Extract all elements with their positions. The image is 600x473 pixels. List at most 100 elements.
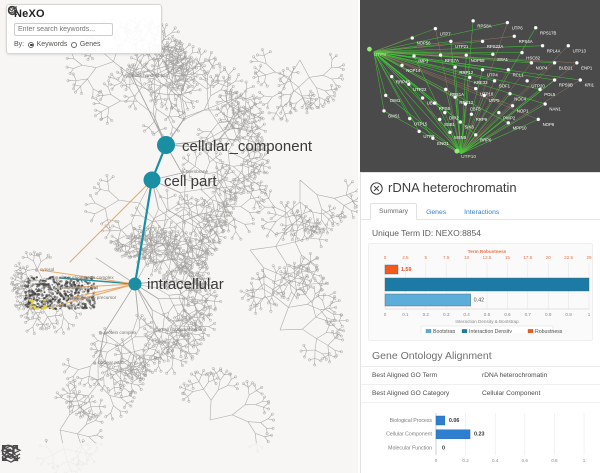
collapse-icon[interactable] — [3, 448, 123, 468]
chevron-down-icon[interactable] — [8, 7, 156, 36]
ontology-major-node[interactable] — [143, 171, 161, 189]
gene-node-label[interactable]: RPS9B — [559, 83, 573, 88]
gene-node-label[interactable]: NOC4 — [514, 96, 526, 101]
search-input[interactable] — [14, 23, 113, 36]
gene-node-label[interactable]: NAN1 — [549, 107, 561, 112]
ontology-minor-node-label[interactable]: cytosol — [40, 267, 54, 272]
gene-node[interactable] — [512, 34, 517, 39]
ontology-minor-node-label[interactable]: organelle — [56, 303, 75, 308]
gene-node-label[interactable]: CBF5 — [470, 107, 482, 112]
ontology-minor-node-label[interactable]: ribonucleoprotein complex — [60, 275, 114, 280]
gene-node[interactable] — [464, 53, 469, 57]
gene-node[interactable] — [383, 93, 388, 98]
ontology-minor-node-label[interactable]: protein complex — [104, 330, 137, 335]
gene-node-label[interactable]: HSC82 — [526, 55, 540, 60]
gene-node[interactable] — [443, 110, 447, 115]
gene-node[interactable] — [506, 121, 511, 125]
gene-node[interactable] — [431, 136, 435, 141]
gene-node[interactable] — [432, 101, 437, 105]
gene-node[interactable] — [453, 95, 457, 99]
gene-node[interactable] — [382, 109, 386, 113]
gene-node[interactable] — [449, 39, 453, 44]
gene-node-label[interactable]: RPL4A — [547, 48, 561, 53]
gene-node[interactable] — [480, 39, 485, 44]
gene-node[interactable] — [543, 102, 547, 106]
gene-node[interactable] — [533, 25, 538, 30]
gene-node[interactable] — [463, 102, 468, 106]
legend-label[interactable]: Bootstrap — [433, 329, 455, 335]
gene-node-label[interactable]: UTP13 — [573, 48, 587, 53]
gene-node[interactable] — [471, 19, 475, 23]
gene-node-label[interactable]: NOP14 — [406, 68, 421, 73]
gene-node-label[interactable]: UTP4 — [487, 72, 499, 77]
gene-node-label[interactable]: UTP20 — [531, 84, 545, 89]
gene-node-label[interactable]: IMP3 — [418, 59, 429, 64]
gene-node-label[interactable]: RRP9 — [476, 117, 488, 122]
ontology-major-node[interactable] — [157, 136, 175, 154]
gene-node[interactable] — [400, 63, 404, 68]
gene-node[interactable] — [458, 120, 463, 124]
tab-bar[interactable]: Summary Genes Interactions — [361, 202, 600, 220]
tab-interactions[interactable]: Interactions — [464, 209, 500, 216]
gene-node-label[interactable]: NOP58 — [471, 58, 486, 63]
gene-node-label[interactable]: NOP6 — [543, 122, 555, 127]
layers-icon[interactable] — [0, 445, 154, 468]
gene-node-label[interactable]: RPS8A — [477, 24, 491, 29]
ontology-minor-node-label[interactable]: small ribosomal subunit — [158, 327, 207, 332]
gene-node-label[interactable]: UTP8 — [423, 134, 435, 139]
tab-summary[interactable]: Summary — [370, 203, 418, 220]
gene-node-label[interactable]: MSN5 — [454, 135, 466, 140]
zoom-out-icon[interactable] — [1, 444, 61, 468]
ontology-minor-node-label[interactable]: ribosomal subunit — [62, 285, 99, 290]
close-circle-icon[interactable] — [370, 181, 383, 195]
gene-node-label[interactable]: MPP10 — [513, 126, 528, 131]
gene-node[interactable] — [407, 116, 412, 121]
gene-node-label[interactable]: BMS1 — [388, 114, 400, 119]
tab-genes[interactable]: Genes — [426, 209, 447, 216]
radio-genes-dot[interactable] — [71, 41, 78, 48]
gene-node-label[interactable]: KRI1 — [585, 83, 595, 88]
gene-node-label[interactable]: RRP6 — [480, 138, 492, 143]
gene-node[interactable] — [437, 117, 442, 122]
gene-node[interactable] — [575, 61, 579, 65]
chart-bar[interactable] — [384, 293, 471, 307]
legend-label[interactable]: Robustness — [535, 329, 563, 335]
gene-node-label[interactable]: SOF1 — [499, 84, 511, 89]
gene-node[interactable] — [505, 20, 510, 25]
gene-node[interactable] — [417, 129, 421, 134]
gene-node-label[interactable]: DIP2 — [449, 115, 459, 120]
ontology-network-canvas[interactable]: mitochondrial part membrane protein comple… — [0, 0, 358, 473]
gene-node-label[interactable]: SSA1 — [497, 57, 509, 62]
gene-node[interactable] — [389, 74, 394, 79]
gene-node[interactable] — [492, 79, 497, 83]
gene-node-label[interactable]: RPS13 — [459, 100, 473, 105]
gene-node[interactable] — [433, 26, 438, 31]
radio-keywords[interactable]: Keywords — [28, 41, 67, 48]
gene-node-label[interactable]: SSB1 — [444, 122, 456, 127]
gene-node[interactable] — [473, 133, 478, 137]
gene-node[interactable] — [438, 53, 443, 57]
gene-node-label[interactable]: DIM1 — [390, 98, 401, 103]
legend-label[interactable]: Interaction Density — [469, 329, 512, 335]
gene-node[interactable] — [525, 79, 529, 83]
chart-bar[interactable] — [435, 429, 471, 439]
gene-node[interactable] — [520, 50, 524, 55]
gene-node-label[interactable]: NOP4 — [536, 66, 548, 71]
ontology-major-node-label[interactable]: cellular_component — [182, 138, 313, 155]
gene-node-label[interactable]: UTP6 — [512, 25, 524, 30]
gene-node[interactable] — [454, 148, 460, 154]
ontology-minor-node-label[interactable]: nuclear part — [98, 360, 123, 365]
gene-node[interactable] — [443, 87, 448, 92]
gene-node-label[interactable]: RPS6 — [439, 106, 451, 111]
gene-node-label[interactable]: BUD21 — [559, 66, 573, 71]
gene-node-label[interactable]: UTP18 — [480, 91, 494, 96]
radio-genes[interactable]: Genes — [71, 41, 100, 48]
gene-node-label[interactable]: RPS4A — [519, 39, 533, 44]
gene-node-label[interactable]: RPS1A — [450, 92, 464, 97]
refresh-icon[interactable] — [8, 6, 135, 36]
chart-bar[interactable] — [435, 415, 446, 426]
canvas-toolbar[interactable] — [0, 443, 358, 473]
gene-node[interactable] — [473, 86, 478, 91]
gene-node[interactable] — [367, 46, 372, 52]
chart-bar[interactable] — [384, 277, 590, 292]
